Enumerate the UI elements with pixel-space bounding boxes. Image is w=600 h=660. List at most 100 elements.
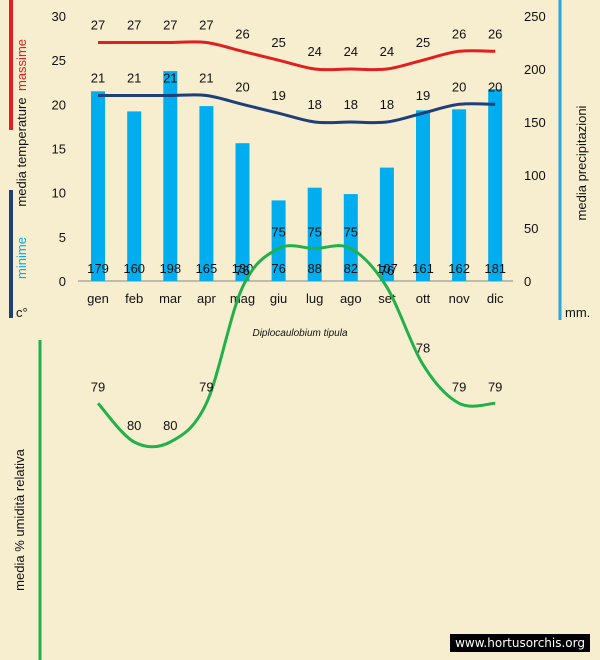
left-tick-15: 15 — [52, 142, 66, 157]
left-tick-0: 0 — [59, 274, 66, 289]
x-tick-nov: nov — [449, 291, 470, 306]
minime-label-ago: 18 — [344, 97, 358, 112]
precip-label-nov: 162 — [448, 261, 470, 276]
precip-label-ago: 82 — [344, 261, 358, 276]
humidity-label-apr: 79 — [199, 379, 213, 394]
right-tick-100: 100 — [524, 168, 546, 183]
minime-label-dic: 20 — [488, 79, 502, 94]
humidity-label-nov: 79 — [452, 379, 466, 394]
precip-bar-mar — [163, 71, 178, 281]
precip-label-gen: 179 — [87, 261, 109, 276]
precip-bar-ott — [416, 110, 430, 281]
humidity-label-mag: 76 — [235, 263, 249, 278]
precip-label-dic: 181 — [484, 261, 506, 276]
minime-label-feb: 21 — [127, 71, 141, 86]
precipitation-bars — [91, 71, 503, 282]
humidity-label-giu: 75 — [271, 225, 285, 240]
precip-bar-giu — [271, 200, 286, 281]
minime-label-mag: 20 — [235, 79, 249, 94]
precip-bar-ago — [343, 194, 358, 281]
minime-label-mar: 21 — [163, 71, 177, 86]
minime-label-apr: 21 — [199, 71, 213, 86]
minime-label-nov: 20 — [452, 79, 466, 94]
right-tick-150: 150 — [524, 115, 546, 130]
x-tick-mar: mar — [159, 291, 182, 306]
precip-bar-nov — [452, 109, 467, 281]
massime-label-dic: 26 — [488, 26, 502, 41]
massime-label-giu: 25 — [271, 35, 285, 50]
humidity-label-ago: 75 — [344, 225, 358, 240]
precip-label-mar: 198 — [159, 261, 181, 276]
left-axis-label-minime: minime — [14, 237, 29, 279]
chart-title: Diplocaulobium tipula — [252, 328, 347, 339]
minime-label-lug: 18 — [307, 97, 321, 112]
minime-label-gen: 21 — [91, 71, 105, 86]
left-axis-unit: c° — [16, 305, 28, 320]
x-tick-mag: mag — [230, 291, 255, 306]
precip-label-lug: 88 — [307, 261, 321, 276]
precip-label-mag: 130 — [232, 261, 254, 276]
massime-label-apr: 27 — [199, 18, 213, 33]
temperature-lines — [98, 40, 496, 125]
massime-label-feb: 27 — [127, 18, 141, 33]
precip-label-giu: 76 — [271, 261, 285, 276]
right-tick-50: 50 — [524, 221, 538, 236]
right-axis-unit: mm. — [565, 305, 590, 320]
humidity-label-mar: 80 — [163, 418, 177, 433]
precip-label-set: 107 — [376, 261, 398, 276]
minime-label-giu: 19 — [271, 88, 285, 103]
right-tick-200: 200 — [524, 62, 546, 77]
massime-label-lug: 24 — [307, 44, 321, 59]
right-axis-label: media precipitazioni — [574, 105, 589, 220]
humidity-label-lug: 75 — [307, 225, 321, 240]
left-tick-30: 30 — [52, 9, 66, 24]
humidity-label-gen: 79 — [91, 379, 105, 394]
precip-bar-mag — [235, 143, 250, 281]
x-tick-lug: lug — [306, 291, 323, 306]
massime-label-ott: 25 — [416, 35, 430, 50]
precip-bar-dic — [488, 89, 503, 281]
precip-bar-apr — [199, 106, 214, 281]
precip-bar-feb — [127, 111, 142, 282]
humidity-label-feb: 80 — [127, 418, 141, 433]
massime-line — [98, 40, 496, 72]
precip-bar-gen — [91, 91, 105, 281]
x-tick-feb: feb — [125, 291, 143, 306]
humidity-chart: 79 80 80 79 76 75 75 75 76 78 79 79 — [91, 225, 502, 449]
minime-line — [98, 93, 496, 125]
massime-label-set: 24 — [380, 44, 394, 59]
right-tick-250: 250 — [524, 9, 546, 24]
humidity-line — [96, 244, 496, 449]
humidity-label-set: 76 — [380, 263, 394, 278]
precip-label-ott: 161 — [412, 261, 434, 276]
minime-label-set: 18 — [380, 97, 394, 112]
massime-label-ago: 24 — [344, 44, 358, 59]
x-tick-ago: ago — [340, 291, 362, 306]
left-tick-5: 5 — [59, 230, 66, 245]
humidity-label-dic: 79 — [488, 379, 502, 394]
watermark: www.hortusorchis.org — [450, 634, 590, 652]
x-tick-giu: giu — [270, 291, 287, 306]
x-tick-dic: dic — [487, 291, 504, 306]
left-tick-25: 25 — [52, 53, 66, 68]
x-tick-gen: gen — [87, 291, 109, 306]
x-tick-ott: ott — [416, 291, 431, 306]
precip-label-feb: 160 — [123, 261, 145, 276]
minime-label-ott: 19 — [416, 88, 430, 103]
massime-label-gen: 27 — [91, 18, 105, 33]
precip-label-apr: 165 — [196, 261, 218, 276]
left-tick-10: 10 — [52, 186, 66, 201]
massime-label-nov: 26 — [452, 26, 466, 41]
humidity-label-ott: 78 — [416, 341, 430, 356]
precip-bar-set — [379, 167, 394, 281]
precip-bar-lug — [307, 187, 322, 281]
x-tick-apr: apr — [197, 291, 216, 306]
left-axis-label-massime: massime — [14, 39, 29, 91]
humidity-axis-label: media % umidità relativa — [12, 448, 27, 590]
massime-label-mar: 27 — [163, 18, 177, 33]
left-tick-20: 20 — [52, 97, 66, 112]
left-axis-label-media-temperature: media temperature — [14, 97, 29, 206]
